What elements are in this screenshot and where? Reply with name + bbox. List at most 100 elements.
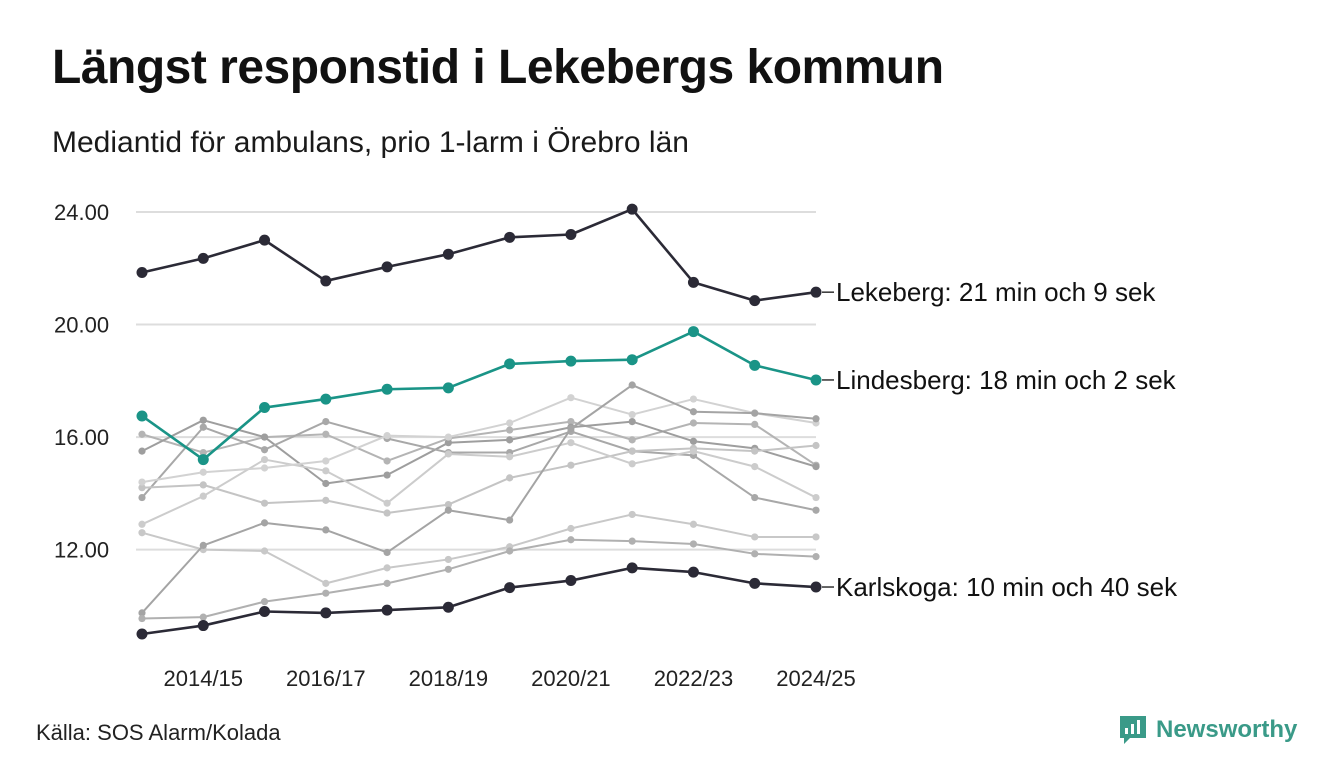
karlskoga-series-point [749,577,761,589]
background-series-point [506,426,514,434]
background-series-point [260,499,269,507]
background-series-point [628,460,636,468]
background-series-point [322,479,330,488]
background-series-point [689,395,698,403]
background-series-point [322,579,330,587]
lekeberg-series-point [442,248,454,260]
background-series-line [141,420,817,467]
background-series-point [383,471,391,479]
background-series-point [506,453,514,461]
background-series-line [141,444,817,515]
lindesberg-series-point [442,382,454,394]
background-series-point [812,506,820,514]
lindesberg-end-label: Lindesberg: 18 min och 2 sek [836,365,1177,395]
background-series-point [322,457,330,465]
lekeberg-series-point [504,231,516,243]
brand-logo: Newsworthy [1118,714,1297,746]
karlskoga-series-point [565,575,577,587]
background-series-point [322,430,330,438]
background-series-point [751,493,759,502]
background-series-point [260,446,269,454]
karlskoga-series-point [259,605,271,617]
source-note: Källa: SOS Alarm/Kolada [36,720,281,745]
background-series-point [260,433,269,441]
karlskoga-series-point [687,566,699,578]
background-series-point [628,436,636,444]
x-tick-label: 2018/19 [409,666,489,691]
karlskoga-series-point [442,601,454,613]
lekeberg-series-point [381,261,393,273]
x-tick-label: 2014/15 [164,666,244,691]
background-series-point [628,510,636,519]
background-series-point [812,533,820,541]
lekeberg-series-point [687,276,699,288]
y-tick-label: 24.00 [54,200,109,225]
background-series-point [383,457,391,465]
background-series-point [628,417,636,426]
background-series-point [199,448,207,457]
background-series-point [383,499,391,507]
background-series-point [138,447,146,455]
karlskoga-series-point [810,581,822,593]
lindesberg-series-point [259,402,271,414]
background-series-point [138,430,146,438]
background-series-point [199,468,207,476]
background-series-line [141,419,817,485]
brand-name: Newsworthy [1156,716,1298,743]
background-series-point [567,394,575,402]
background-series-point [260,464,269,472]
lekeberg-series-point [259,234,271,246]
background-series-point [138,529,146,537]
background-series-point [506,547,514,555]
background-series-point [322,496,330,504]
background-series-point [689,447,698,455]
bar-chart-speech-icon [1120,716,1146,744]
background-series-point [567,425,575,433]
x-tick-label: 2024/25 [776,666,856,691]
lindesberg-series-point [565,355,577,367]
lindesberg-series-point [136,410,148,422]
background-series-point [260,547,269,555]
background-series-point [260,598,269,606]
lekeberg-series-point [565,229,577,241]
background-series-line [141,396,817,484]
y-tick-label: 20.00 [54,313,109,338]
background-series-point [444,506,452,514]
karlskoga-series-point [504,582,516,594]
background-series-point [751,420,759,429]
lekeberg-end-label: Lekeberg: 21 min och 9 sek [836,277,1156,307]
background-series-point [628,410,636,419]
background-series-point [506,516,514,524]
x-tick-label: 2016/17 [286,666,366,691]
background-series-point [567,461,575,469]
x-tick-label: 2022/23 [654,666,734,691]
background-series-point [199,416,207,424]
background-series-point [199,541,207,549]
lekeberg-series-line [141,207,817,302]
background-series-line [141,384,817,614]
background-series-point [383,509,391,517]
lekeberg-series-point [197,252,209,264]
background-series-point [812,493,820,502]
background-series-line [141,441,817,526]
background-series-point [199,481,207,489]
lekeberg-series-point [320,275,332,287]
background-series-point [444,555,452,564]
background-series-point [689,520,698,528]
background-series-point [138,609,146,617]
background-series-point [322,589,330,597]
background-series-point [138,493,146,502]
lindesberg-series-point [810,374,822,386]
background-series-point [322,526,330,534]
background-series-point [812,415,820,423]
background-series-point [444,565,452,573]
background-series-point [138,484,146,492]
background-series-point [812,463,820,471]
karlskoga-series-point [320,607,332,619]
lindesberg-series-point [626,354,638,366]
background-series-point [628,381,636,389]
lindesberg-series-line [141,330,817,461]
lekeberg-series-point [136,266,148,278]
background-series-point [506,436,514,444]
